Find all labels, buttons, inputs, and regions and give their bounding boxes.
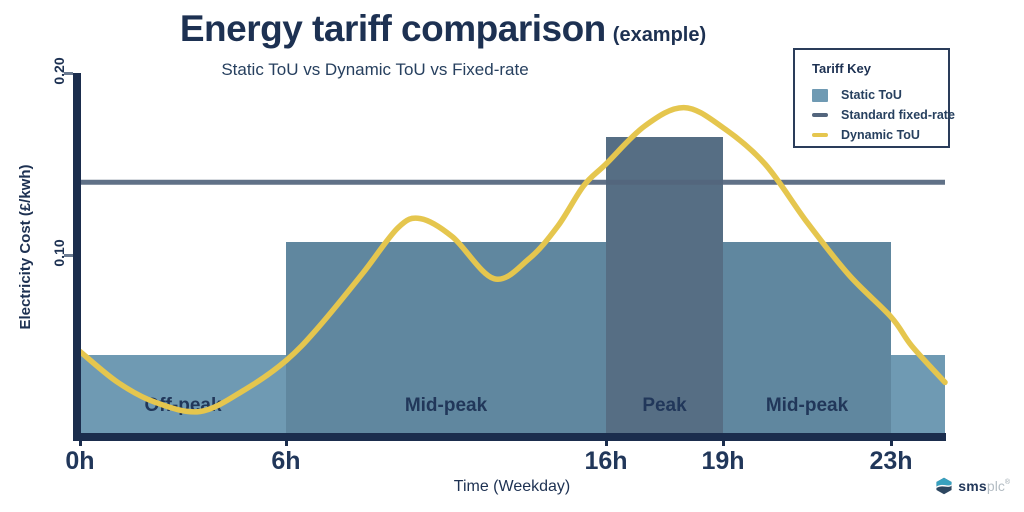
tariff-bar-mid-peak: Mid-peak	[286, 242, 606, 433]
y-axis	[73, 73, 81, 441]
legend-item: Static ToU	[812, 85, 948, 105]
bar-label: Mid-peak	[765, 394, 849, 416]
legend-item: Dynamic ToU	[812, 125, 948, 145]
tariff-bar-off-peak	[891, 355, 945, 433]
logo-text-sms: sms	[958, 478, 987, 494]
legend-items: Static ToU Standard fixed-rate Dynamic ToU	[812, 85, 955, 145]
y-tick-mark	[64, 71, 73, 75]
bar-label: Peak	[642, 394, 687, 416]
x-tick-mark	[78, 441, 82, 446]
x-axis-label: Time (Weekday)	[453, 478, 571, 495]
legend-swatch-fixed-rate	[812, 113, 828, 117]
smsplc-logo: sms plc ®	[935, 477, 1010, 495]
legend-title: Tariff Key	[812, 61, 871, 76]
legend-swatch-off-peak	[812, 88, 828, 102]
legend-item-label: Static ToU	[841, 88, 902, 102]
chart-title-suffix: (example)	[612, 24, 707, 46]
x-tick-mark	[284, 441, 288, 446]
x-tick-mark	[604, 441, 608, 446]
smsplc-logo-icon	[936, 477, 952, 495]
x-tick-label: 23h	[869, 447, 913, 475]
bar-label: Mid-peak	[404, 394, 488, 416]
x-tick-label: 6h	[271, 447, 301, 475]
logo-text-plc: plc	[986, 478, 1005, 494]
bar-label: Off-peak	[144, 394, 222, 416]
x-tick-label: 16h	[584, 447, 628, 475]
legend-item: Standard fixed-rate	[812, 105, 955, 125]
x-axis	[73, 433, 946, 441]
x-tick-mark	[889, 441, 893, 446]
tariff-bar-off-peak: Off-peak	[80, 355, 286, 433]
legend-item-label: Dynamic ToU	[841, 128, 920, 142]
logo-registered-mark: ®	[1004, 478, 1010, 486]
tariff-bar-peak: Peak	[606, 136, 723, 433]
x-tick-mark	[721, 441, 725, 446]
x-tick-label: 19h	[701, 447, 745, 475]
chart-title-main: Energy tariff comparison	[179, 8, 606, 49]
chart-title: Energy tariff comparison (example)	[0, 8, 886, 50]
chart-subtitle: Static ToU vs Dynamic ToU vs Fixed-rate	[221, 60, 529, 79]
legend-swatch-dynamic	[812, 133, 828, 137]
legend-item-label: Standard fixed-rate	[841, 108, 955, 122]
y-tick-mark	[64, 253, 73, 257]
legend-box: Tariff Key Static ToU Standard fixed-rate…	[793, 48, 955, 148]
x-tick-label: 0h	[65, 447, 95, 475]
tariff-bar-mid-peak: Mid-peak	[723, 242, 891, 433]
